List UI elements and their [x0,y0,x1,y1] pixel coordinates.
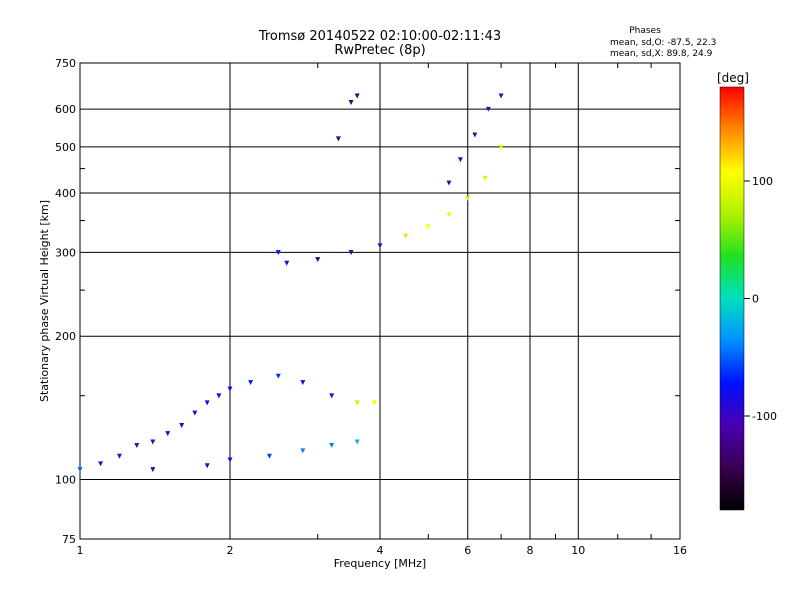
data-point [329,393,335,399]
data-point [204,463,210,469]
data-point [300,448,306,454]
y-tick-label: 600 [55,103,76,116]
x-tick-label: 8 [527,544,534,557]
data-point [227,457,233,463]
data-point [457,157,463,163]
y-tick-label: 750 [55,57,76,70]
data-point [134,443,140,448]
data-point [284,260,290,266]
data-point [300,380,306,386]
chart-title: Tromsø 20140522 02:10:00-02:11:43 [258,29,501,44]
stats-x: mean, sd,X: 89.8, 24.9 [610,49,713,59]
data-point [315,257,321,263]
data-point [485,106,491,112]
data-point [329,443,335,448]
y-tick-label: 500 [55,141,76,154]
data-point [165,431,171,437]
colorbar-unit-label: [deg] [717,71,749,85]
data-point [372,400,378,406]
data-point [403,233,408,239]
data-point [192,410,198,416]
colorbar-tick-label: -100 [752,410,777,423]
colorbar-gradient [719,86,745,511]
y-axis-ticks: 75 100 200 300 400 500 600 750 [55,57,680,546]
x-tick-label: 4 [377,544,384,557]
y-tick-label: 100 [55,474,76,487]
stats-o: mean, sd,O: -87.5, 22.3 [610,38,716,48]
x-axis-ticks: 1 2 4 6 8 10 16 [77,63,687,557]
data-point [472,132,478,138]
data-point [377,243,383,249]
data-point [98,461,104,467]
colorbar-tick-label: 0 [752,293,759,306]
grid-lines [80,63,680,539]
x-tick-label: 6 [464,544,471,557]
phase-colorbar: [deg] 100 0 -100 [717,71,777,511]
y-tick-label: 300 [55,246,76,259]
y-tick-label: 75 [62,533,76,546]
data-point [354,400,360,406]
y-tick-label: 200 [55,330,76,343]
data-point [227,386,233,392]
data-point [354,93,360,99]
data-point [150,467,156,473]
data-point [179,422,185,428]
data-point [425,224,431,230]
stats-heading: Phases [629,26,661,36]
x-axis-label: Frequency [MHz] [334,557,426,570]
data-point [446,180,452,186]
scatter-points [77,93,504,473]
colorbar-tick-label: 100 [752,175,773,188]
data-point [498,93,504,99]
data-point [216,393,222,399]
y-tick-label: 400 [55,187,76,200]
data-point [446,212,452,218]
data-point [204,400,210,406]
chart-subtitle: RwPretec (8p) [334,43,425,58]
x-tick-label: 2 [227,544,234,557]
plot-area: 1 2 4 6 8 10 16 75 100 200 300 400 500 600 750 [55,57,687,557]
data-point [275,373,281,379]
data-point [116,453,122,459]
data-point [348,250,354,256]
data-point [275,250,281,256]
colorbar-ticks: 100 0 -100 [744,175,777,423]
data-point [150,439,156,445]
data-point [335,136,341,142]
y-axis-label: Stationary phase Virtual Height [km] [38,200,51,402]
data-point [348,100,354,106]
data-point [498,144,504,150]
x-tick-label: 1 [77,544,84,557]
data-point [266,453,272,459]
data-point [354,439,360,445]
data-point [77,467,83,473]
data-point [465,195,471,201]
x-tick-label: 16 [673,544,687,557]
data-point [248,380,254,386]
x-tick-label: 10 [571,544,585,557]
data-point [482,175,488,181]
